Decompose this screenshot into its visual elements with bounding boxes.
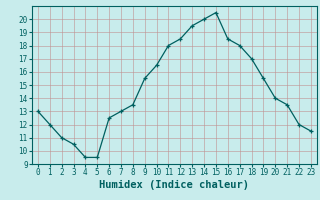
X-axis label: Humidex (Indice chaleur): Humidex (Indice chaleur) xyxy=(100,180,249,190)
